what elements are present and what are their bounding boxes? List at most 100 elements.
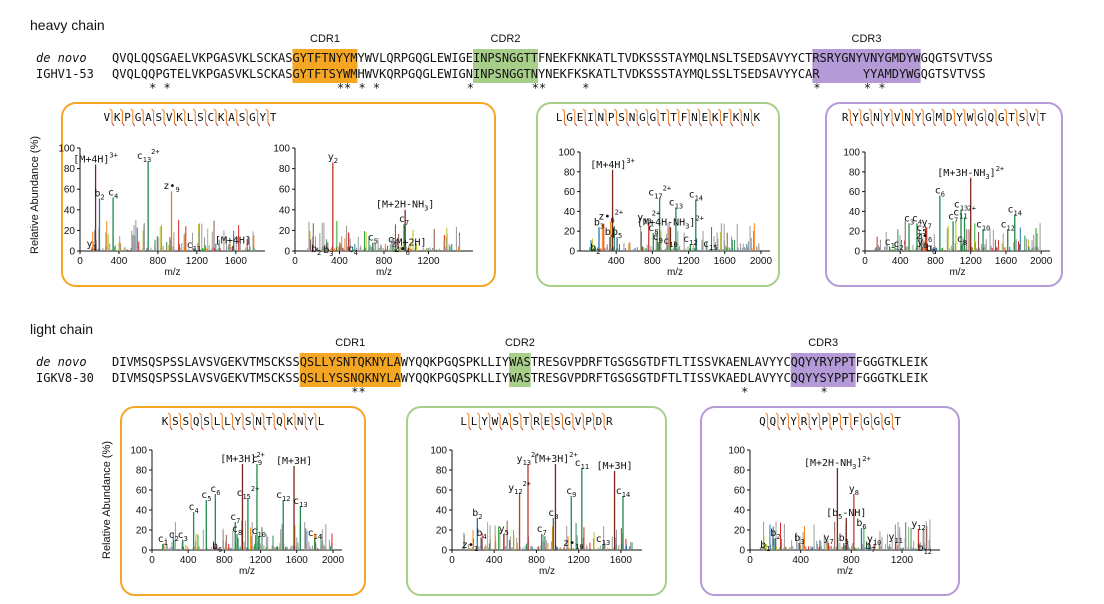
cleavage-mark [551,426,555,431]
cleavage-mark [541,426,545,431]
peptide-residue: K [176,111,183,124]
heavy-chain-label: heavy chain [30,17,105,33]
mismatch-asterisk: * [532,81,539,95]
mismatch-asterisk: * [373,81,380,95]
cdr-highlight-1 [292,49,358,83]
ion-label: c13 [669,198,683,211]
x-tick-label: 800 [216,555,233,566]
x-axis-label: m/z [949,267,965,278]
ion-label: b6 [926,243,936,256]
cleavage-mark [941,108,945,123]
x-tick-label: 0 [862,256,868,267]
peptide-residue: G [998,111,1005,124]
cleavage-mark [697,108,701,123]
peptide-residue: V [575,415,582,428]
peptide-residue: S [618,111,625,124]
germline-label: IGHV1-53 [36,67,94,81]
cleavage-mark [230,412,234,427]
cleavage-mark [931,108,935,123]
mismatch-asterisk: * [821,385,828,399]
cleavage-mark [580,412,584,427]
cleavage-mark [209,412,213,427]
cleavage-mark [251,412,254,427]
cleavage-mark [869,412,873,427]
cleavage-mark [858,412,862,427]
cleavage-mark [636,122,640,127]
peptide-residue: K [753,111,760,124]
x-tick-label: 0 [449,555,455,566]
germline-sequence: QVQLQQPGTELVKPGASVKLSCKASGYTFTSYWMHWVKQR… [112,67,986,81]
ion-label: [M+3H] [596,461,632,472]
ion-label: c9 [252,454,262,467]
peptide-residue: L [460,415,467,428]
ion-label: b5 [839,533,849,546]
cleavage-mark [962,108,966,123]
peptide-residue: R [606,415,613,428]
ion-label: c5 [201,490,211,503]
peptide-residue: Y [234,415,241,428]
peptide-residue: Q [759,415,766,428]
x-tick-label: 400 [892,256,909,267]
y-tick-label: 20 [436,526,448,537]
cleavage-mark [560,412,563,427]
cleavage-mark [777,426,781,431]
ion-label: c1 [885,237,895,250]
ion-label: c2 [169,530,179,543]
peptide-residue: Y [780,415,787,428]
cleavage-mark [1026,122,1030,127]
ion-label: y6 [917,237,927,250]
cleavage-mark [169,426,173,431]
peptide-residue: S [197,111,204,124]
peptide-residue: L [471,415,478,428]
peptide-residue: C [207,111,214,124]
cleavage-mark [120,108,123,123]
cleavage-mark [292,412,296,427]
y-tick-label: 0 [141,546,147,557]
peptide-residue: K [712,111,719,124]
x-tick-label: 400 [608,256,625,267]
peptide-residue: V [1029,111,1036,124]
x-tick-label: 800 [376,256,393,267]
cleavage-mark [890,412,893,427]
cleavage-mark [605,122,609,127]
cleavage-mark [868,108,872,123]
ion-label: c8 [548,508,558,521]
peptide-residue: D [946,111,953,124]
y-tick-label: 100 [58,144,75,155]
x-tick-label: 1200 [417,256,440,267]
cleavage-mark [879,108,883,123]
cleavage-mark [232,426,236,431]
cdr-highlight-3 [790,353,856,387]
ion-label: [M+3H] [276,456,312,467]
cleavage-mark [518,412,522,427]
ion-label: b2 [94,188,104,201]
cleavage-mark [870,122,874,127]
y-tick-label: 100 [130,446,147,457]
x-tick-label: 0 [149,555,155,566]
peptide-residue: T [660,111,667,124]
y-tick-label: 80 [136,466,148,477]
x-tick-label: 400 [331,256,348,267]
mismatch-asterisk: * [539,81,546,95]
peptide-residue: K [114,111,121,124]
cleavage-mark [686,108,690,123]
cleavage-mark [952,108,955,123]
cleavage-mark [190,426,194,431]
x-axis-label: m/z [164,267,180,278]
ion-label: c5 [916,223,926,236]
y-tick-label: 40 [564,207,576,218]
cleavage-mark [236,122,240,127]
cleavage-mark [132,122,136,127]
peptide-residue: Y [956,111,963,124]
cleavage-mark [219,412,223,427]
y-axis-title: Relative Abundance (%) [101,441,113,559]
peptide-residue: G [884,415,891,428]
peptide-residue: T [842,415,849,428]
ion-label: z•6 [394,244,410,257]
ion-label: c10 [663,236,677,249]
x-tick-label: 400 [111,256,128,267]
x-axis-label: m/z [539,566,555,577]
cleavage-mark [180,426,184,431]
cdr-label-1: CDR1 [310,33,340,45]
